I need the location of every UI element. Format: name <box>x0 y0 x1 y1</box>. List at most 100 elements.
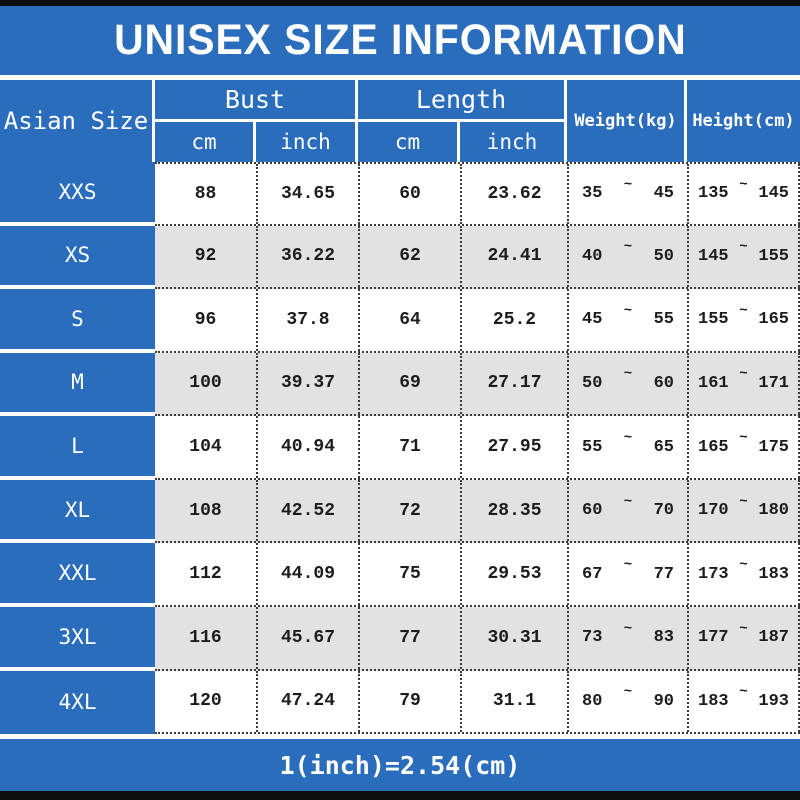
column-header-height: Height(cm) <box>687 80 800 162</box>
length-inch-cell: 27.95 <box>460 416 567 478</box>
size-label-cell: XXL <box>0 543 155 607</box>
range-tilde: ~ <box>623 239 633 256</box>
bust-inch-cell: 37.8 <box>256 289 358 351</box>
length-cm-cell: 71 <box>358 416 460 478</box>
weight-max: 90 <box>653 691 674 711</box>
row-data-area: 96 37.8 64 25.2 45 ~55 155 ~165 <box>155 289 800 353</box>
range-tilde: ~ <box>739 684 748 701</box>
bust-cm-cell: 112 <box>189 564 222 585</box>
weight-range-cell: 80 ~90 <box>567 670 687 733</box>
bust-cm-cell: 108 <box>189 500 222 521</box>
length-inch-cell: 24.41 <box>460 225 567 288</box>
length-inch-cell: 30.31 <box>460 606 567 669</box>
column-group-bust-subheaders: cm inch <box>155 122 355 162</box>
bust-cm-cell: 88 <box>194 183 217 204</box>
bust-cm-cell: 96 <box>194 309 217 330</box>
title-band: UNISEX SIZE INFORMATION <box>0 6 800 75</box>
weight-max: 83 <box>653 628 674 648</box>
range-tilde: ~ <box>739 302 748 319</box>
column-header-asian-size: Asian Size <box>0 80 155 162</box>
row-data-area: 120 47.24 79 31.1 80 ~90 183 ~193 <box>155 670 800 735</box>
table-row: 4XL 120 47.24 79 31.1 80 ~90 183 ~193 <box>0 670 800 735</box>
size-label-cell: 4XL <box>0 670 155 735</box>
length-cm-cell: 60 <box>358 164 460 224</box>
length-cm-cell: 64 <box>358 289 460 351</box>
weight-max: 55 <box>653 310 674 330</box>
weight-range-cell: 45 ~55 <box>567 289 687 351</box>
range-tilde: ~ <box>739 557 748 574</box>
weight-range-cell: 67 ~77 <box>567 543 687 605</box>
height-max: 165 <box>758 310 789 330</box>
weight-max: 70 <box>653 501 674 521</box>
bust-inch-cell: 34.65 <box>256 164 358 224</box>
bust-inch-cell: 47.24 <box>256 670 358 733</box>
range-tilde: ~ <box>623 557 633 574</box>
weight-min: 40 <box>582 246 603 266</box>
table-row: XL 108 42.52 72 28.35 60 ~70 170 ~180 <box>0 479 800 544</box>
table-row: XS 92 36.22 62 24.41 40 ~50 145 ~155 <box>0 225 800 290</box>
bust-cm-cell: 104 <box>189 437 222 458</box>
row-data-area: 92 36.22 62 24.41 40 ~50 145 ~155 <box>155 225 800 290</box>
size-label-cell: S <box>0 289 155 353</box>
bust-inch-cell: 36.22 <box>256 225 358 288</box>
weight-max: 60 <box>653 373 674 393</box>
height-range-cell: 173 ~183 <box>687 543 800 605</box>
weight-min: 50 <box>582 373 603 393</box>
divider <box>0 734 800 739</box>
height-range-cell: 161 ~171 <box>687 352 800 415</box>
column-header-length-cm: cm <box>358 122 460 162</box>
weight-range-cell: 73 ~83 <box>567 606 687 669</box>
height-min: 155 <box>698 310 729 330</box>
table-row: M 100 39.37 69 27.17 50 ~60 161 ~171 <box>0 352 800 417</box>
bust-cm-cell: 100 <box>189 373 222 394</box>
row-data-area: 112 44.09 75 29.53 67 ~77 173 ~183 <box>155 543 800 607</box>
height-max: 180 <box>758 501 789 521</box>
range-tilde: ~ <box>623 684 633 701</box>
weight-max: 77 <box>653 564 674 584</box>
range-tilde: ~ <box>739 176 748 193</box>
length-cm-cell: 77 <box>358 606 460 669</box>
table-row: S 96 37.8 64 25.2 45 ~55 155 ~165 <box>0 289 800 353</box>
height-range-cell: 165 ~175 <box>687 416 800 478</box>
weight-max: 50 <box>653 246 674 266</box>
column-group-length: Length cm inch <box>358 80 567 162</box>
bust-inch-cell: 45.67 <box>256 606 358 669</box>
weight-min: 60 <box>582 501 603 521</box>
table-row: XXL 112 44.09 75 29.53 67 ~77 173 ~183 <box>0 543 800 607</box>
length-cm-cell: 75 <box>358 543 460 605</box>
height-max: 183 <box>758 564 789 584</box>
range-tilde: ~ <box>739 620 748 637</box>
column-group-bust-label: Bust <box>155 80 355 122</box>
height-min: 170 <box>698 501 729 521</box>
weight-max: 65 <box>653 437 674 457</box>
row-data-area: 88 34.65 60 23.62 35 ~45 135 ~145 <box>155 162 800 226</box>
length-cm-cell: 79 <box>358 670 460 733</box>
bust-cm-cell: 92 <box>194 246 217 267</box>
size-label-cell: 3XL <box>0 606 155 671</box>
height-range-cell: 177 ~187 <box>687 606 800 669</box>
row-data-area: 108 42.52 72 28.35 60 ~70 170 ~180 <box>155 479 800 544</box>
range-tilde: ~ <box>623 302 633 319</box>
height-range-cell: 145 ~155 <box>687 225 800 288</box>
size-label-cell: XL <box>0 479 155 544</box>
column-header-bust-inch: inch <box>280 130 331 154</box>
height-max: 193 <box>758 691 789 711</box>
height-min: 161 <box>698 373 729 393</box>
height-min: 173 <box>698 564 729 584</box>
table-row: L 104 40.94 71 27.95 55 ~65 165 ~175 <box>0 416 800 480</box>
conversion-note: 1(inch)=2.54(cm) <box>279 750 521 780</box>
bust-inch-cell: 44.09 <box>256 543 358 605</box>
length-inch-cell: 28.35 <box>460 479 567 542</box>
row-data-area: 100 39.37 69 27.17 50 ~60 161 ~171 <box>155 352 800 417</box>
weight-range-cell: 50 ~60 <box>567 352 687 415</box>
row-data-area: 104 40.94 71 27.95 55 ~65 165 ~175 <box>155 416 800 480</box>
range-tilde: ~ <box>623 176 633 193</box>
height-range-cell: 135 ~145 <box>687 164 800 224</box>
bust-inch-cell: 39.37 <box>256 352 358 415</box>
height-min: 145 <box>698 246 729 266</box>
row-data-area: 116 45.67 77 30.31 73 ~83 177 ~187 <box>155 606 800 671</box>
range-tilde: ~ <box>739 239 748 256</box>
length-cm-cell: 69 <box>358 352 460 415</box>
footer-band: 1(inch)=2.54(cm) <box>0 739 800 791</box>
